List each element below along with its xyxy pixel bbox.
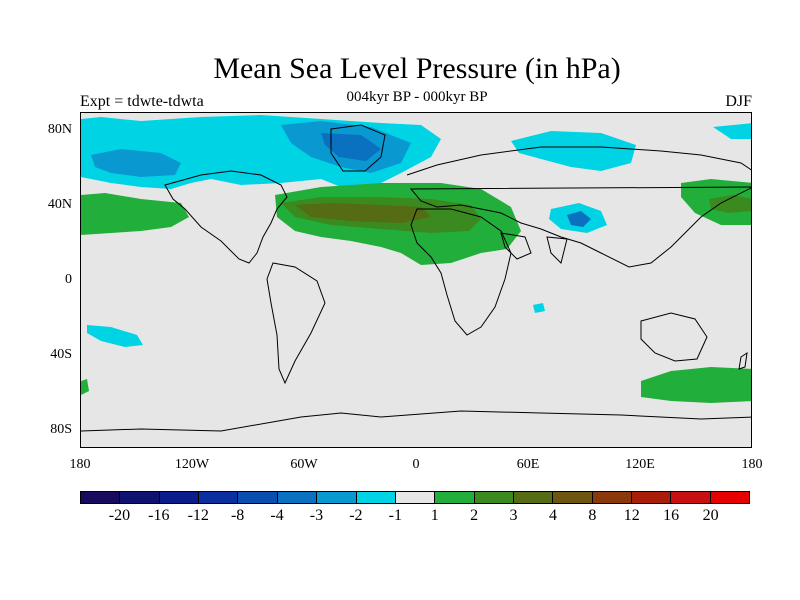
colorbar-cell <box>159 492 200 503</box>
map-svg <box>81 113 751 447</box>
chart-title: Mean Sea Level Pressure (in hPa) <box>213 52 621 85</box>
x-tick-label: 120W <box>174 457 210 472</box>
colorbar-label: -16 <box>148 507 170 524</box>
colorbar-cell <box>710 492 750 503</box>
colorbar-cell <box>356 492 396 503</box>
y-tick-label: 40S <box>50 347 72 362</box>
colorbar-label: -2 <box>349 507 363 524</box>
experiment-label: Expt = tdwte-tdwta <box>80 93 204 110</box>
colorbar-cell <box>199 492 239 503</box>
map-region-indian-ocean-cyan <box>533 303 545 313</box>
map-region-north-pacific-blue <box>91 149 181 177</box>
colorbar-cell <box>474 492 514 503</box>
colorbar-label: -8 <box>230 507 245 524</box>
colorbar-label: -20 <box>108 507 131 524</box>
x-tick-label: 60W <box>290 457 318 472</box>
colorbar-label: 3 <box>509 507 518 524</box>
colorbar-cell <box>238 492 278 503</box>
map-region-east-arctic-cyan <box>713 123 751 139</box>
y-tick-label: 40N <box>47 197 72 212</box>
x-tick-label: 0 <box>412 457 420 472</box>
map-region-greenland-core <box>321 133 381 161</box>
x-tick-label: 60E <box>516 457 540 472</box>
colorbar-cell <box>395 492 436 503</box>
colorbar-cell <box>317 492 357 503</box>
map-region-south-pacific-cyan <box>87 325 143 347</box>
map-region-southern-ocean-left <box>81 379 89 395</box>
colorbar-label: 4 <box>548 507 557 524</box>
y-tick-label: 80N <box>47 122 72 137</box>
colorbar-label: 8 <box>588 507 597 524</box>
y-tick-label: 0 <box>65 272 72 287</box>
colorbar-label: 20 <box>702 507 719 524</box>
colorbar-cell <box>120 492 160 503</box>
map-region-east-pacific-high <box>81 193 189 235</box>
colorbar-label: -3 <box>309 507 324 524</box>
colorbar-cell <box>671 492 711 503</box>
coastlines <box>81 124 751 432</box>
colorbar <box>80 491 750 504</box>
map-region-atlantic-sahara-darkcore <box>295 203 431 223</box>
map-region-siberia-cyan <box>511 131 636 171</box>
season-label: DJF <box>725 93 752 110</box>
x-tick-label: 120E <box>625 457 655 472</box>
x-tick-label: 180 <box>741 457 763 472</box>
colorbar-label: -1 <box>388 507 402 524</box>
colorbar-cell <box>592 492 633 503</box>
colorbar-cell <box>553 492 593 503</box>
chart-subtitle: 004kyr BP - 000kyr BP <box>346 89 488 105</box>
map-region-west-pacific-core <box>709 195 751 213</box>
colorbar-cell <box>435 492 475 503</box>
colorbar-label: 2 <box>470 507 479 524</box>
colorbar-cell <box>277 492 318 503</box>
map-region-tibet-core <box>567 211 591 227</box>
colorbar-cell <box>513 492 554 503</box>
colorbar-label: -4 <box>270 507 284 524</box>
colorbar-label: 1 <box>430 507 439 524</box>
colorbar-label: 12 <box>623 507 640 524</box>
x-tick-label: 180 <box>69 457 91 472</box>
map-region-southern-ocean-high <box>641 367 751 403</box>
y-tick-label: 80S <box>50 422 72 437</box>
colorbar-label: 16 <box>663 507 680 524</box>
colorbar-cell <box>81 492 121 503</box>
colorbar-label: -12 <box>187 507 209 524</box>
colorbar-cell <box>632 492 672 503</box>
map-panel <box>80 112 752 448</box>
